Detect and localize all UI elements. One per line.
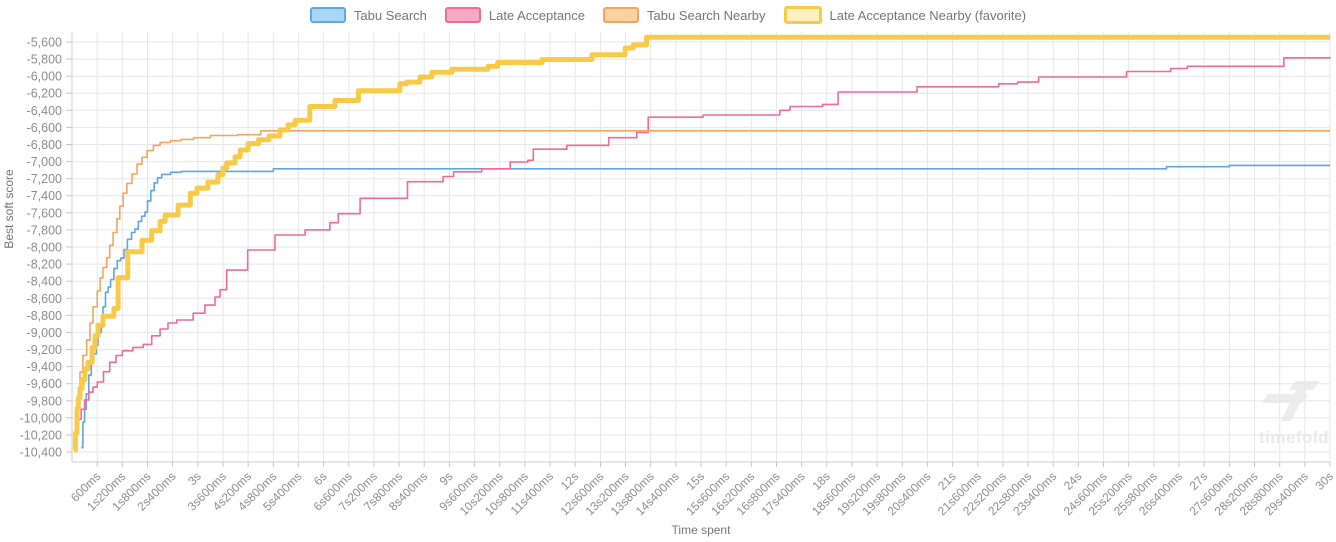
y-tick-label: -9,200 (27, 343, 62, 357)
series-line-tabu-search-nearby (74, 130, 1330, 452)
legend-item-late-acceptance[interactable]: Late Acceptance (444, 7, 586, 23)
legend-label: Tabu Search (353, 7, 427, 23)
y-tick-label: -9,400 (27, 360, 62, 374)
y-tick-label: -6,600 (27, 121, 62, 135)
x-tick-label: 3s (185, 469, 204, 488)
y-tick-label: -6,800 (27, 138, 62, 152)
y-tick-label: -10,200 (20, 428, 62, 442)
y-tick-label: -6,400 (27, 104, 62, 118)
y-tick-label: -8,200 (27, 258, 62, 272)
x-tick-label: 6s (311, 469, 330, 488)
y-tick-label: -5,600 (27, 36, 62, 50)
legend-item-late-acceptance-nearby-favorite[interactable]: Late Acceptance Nearby (favorite) (783, 6, 1027, 24)
y-tick-label: -6,200 (27, 87, 62, 101)
x-axis-title: Time spent (671, 523, 731, 537)
legend-label: Tabu Search Nearby (647, 7, 766, 23)
legend-swatch-late-acceptance (444, 7, 481, 23)
y-tick-label: -9,000 (27, 326, 62, 340)
y-tick-label: -10,000 (20, 411, 62, 425)
legend-item-tabu-search[interactable]: Tabu Search (309, 7, 427, 23)
y-tick-label: -8,600 (27, 292, 62, 306)
y-tick-label: -9,800 (27, 394, 62, 408)
y-tick-label: -5,800 (27, 53, 62, 67)
series-line-late-acceptance (74, 56, 1331, 452)
legend-swatch-late-acceptance-nearby-favorite (783, 6, 822, 24)
y-tick-label: -7,400 (27, 189, 62, 203)
y-tick-label: -7,000 (27, 155, 62, 169)
series-line-late-acceptance-nearby-favorite (72, 34, 1330, 453)
x-tick-label: 30s (1313, 469, 1336, 493)
y-tick-label: -9,600 (27, 377, 62, 391)
legend-label: Late Acceptance (488, 7, 586, 23)
y-tick-label: -8,800 (27, 309, 62, 323)
legend-swatch-tabu-search (309, 7, 346, 23)
y-tick-label: -8,000 (27, 241, 62, 255)
legend-label: Late Acceptance Nearby (favorite) (829, 7, 1027, 23)
x-tick-label: 9s (437, 469, 456, 488)
y-tick-label: -7,800 (27, 223, 62, 237)
y-tick-label: -8,400 (27, 275, 62, 289)
legend-swatch-tabu-search-nearby (603, 7, 640, 23)
watermark-text: timefold (1258, 428, 1330, 447)
legend-item-tabu-search-nearby[interactable]: Tabu Search Nearby (603, 7, 766, 23)
y-tick-label: -10,400 (20, 446, 62, 460)
y-tick-label: -7,200 (27, 172, 62, 186)
legend: Tabu Search Late Acceptance Tabu Search Ne… (0, 6, 1336, 24)
y-axis-title: Best soft score (2, 169, 16, 249)
y-tick-label: -6,000 (27, 70, 62, 84)
y-tick-label: -7,600 (27, 206, 62, 220)
series-line-tabu-search (81, 164, 1330, 449)
